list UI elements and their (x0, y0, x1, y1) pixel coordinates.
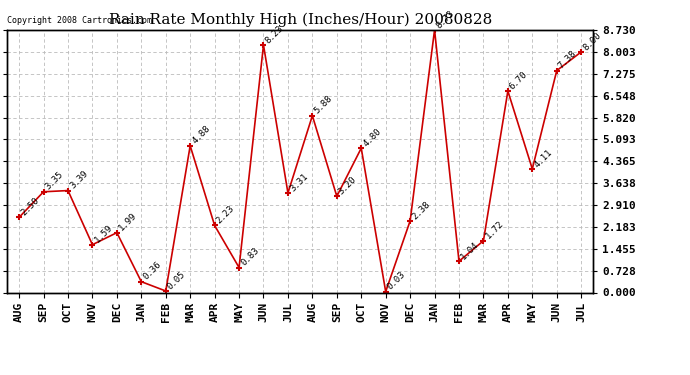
Title: Rain Rate Monthly High (Inches/Hour) 20080828: Rain Rate Monthly High (Inches/Hour) 200… (108, 13, 492, 27)
Text: 2.23: 2.23 (215, 204, 236, 225)
Text: 3.39: 3.39 (68, 169, 90, 190)
Text: 1.72: 1.72 (484, 219, 505, 241)
Text: 0.36: 0.36 (141, 260, 163, 282)
Text: 1.59: 1.59 (92, 223, 114, 245)
Text: 8.00: 8.00 (581, 30, 603, 52)
Text: 5.88: 5.88 (313, 94, 334, 116)
Text: 0.83: 0.83 (239, 246, 261, 267)
Text: 0.05: 0.05 (166, 269, 187, 291)
Text: 2.38: 2.38 (410, 200, 432, 221)
Text: 4.11: 4.11 (532, 147, 554, 169)
Text: 0.03: 0.03 (386, 270, 407, 292)
Text: Copyright 2008 Cartronics.com: Copyright 2008 Cartronics.com (7, 16, 152, 25)
Text: 6.70: 6.70 (508, 69, 529, 91)
Text: 4.80: 4.80 (362, 127, 383, 148)
Text: 8.73: 8.73 (435, 8, 456, 30)
Text: 7.38: 7.38 (557, 49, 578, 70)
Text: 3.31: 3.31 (288, 171, 310, 193)
Text: 8.23: 8.23 (264, 24, 285, 45)
Text: 1.99: 1.99 (117, 211, 139, 232)
Text: 3.35: 3.35 (43, 170, 65, 192)
Text: 3.20: 3.20 (337, 175, 358, 196)
Text: 2.50: 2.50 (19, 196, 41, 217)
Text: 1.04: 1.04 (459, 240, 480, 261)
Text: 4.88: 4.88 (190, 124, 212, 146)
